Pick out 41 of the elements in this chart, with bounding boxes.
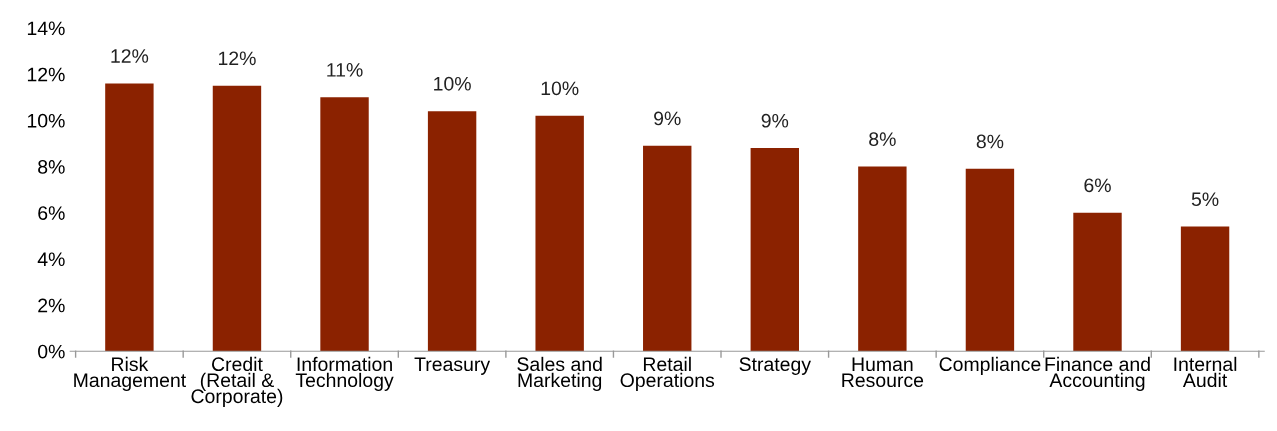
bar: [320, 97, 369, 352]
data-label: 10%: [434, 76, 471, 91]
y-tick-label: 8%: [38, 160, 65, 174]
bar: [427, 111, 477, 352]
y-tick-label: 0%: [38, 344, 65, 359]
data-label: 12%: [218, 51, 256, 66]
bar: [535, 115, 584, 352]
data-label: 8%: [869, 132, 896, 147]
x-tick-label: Information Technology: [295, 356, 394, 391]
bar: [750, 148, 799, 352]
data-label: 12%: [111, 49, 149, 63]
bar: [105, 83, 154, 352]
bar: [212, 85, 262, 352]
data-label: 8%: [976, 134, 1004, 149]
x-tick-label: Compliance: [939, 356, 1041, 375]
y-tick-label: 12%: [27, 67, 65, 82]
y-tick-label: 2%: [38, 298, 65, 313]
bar: [858, 166, 907, 352]
data-label: 9%: [761, 113, 789, 128]
data-label: 10%: [541, 81, 579, 96]
y-tick-label: 10%: [27, 113, 65, 128]
y-tick-label: 4%: [37, 252, 65, 267]
y-tick-label: 6%: [38, 206, 65, 220]
x-tick-label: Internal Audit: [1174, 356, 1237, 388]
x-tick-label: Retail Operations: [620, 356, 715, 391]
x-tick-label: Strategy: [739, 357, 811, 375]
bar: [965, 168, 1015, 352]
bar: [1180, 226, 1230, 352]
bar: [1073, 212, 1122, 352]
data-label: 9%: [654, 111, 681, 126]
data-label: 11%: [327, 63, 363, 77]
x-tick-label: Risk Management: [74, 356, 187, 391]
data-label: 6%: [1084, 178, 1111, 193]
x-tick-label: Credit (Retail & Corporate): [191, 356, 283, 407]
bar: [643, 145, 692, 352]
x-tick-label: Human Resource: [842, 357, 924, 388]
y-tick-label: 14%: [27, 21, 65, 36]
data-label: 5%: [1191, 192, 1219, 207]
x-tick-label: Finance and Accounting: [1045, 356, 1150, 391]
x-tick-label: Treasury: [414, 357, 491, 375]
x-tick-label: Sales and Marketing: [517, 356, 602, 391]
